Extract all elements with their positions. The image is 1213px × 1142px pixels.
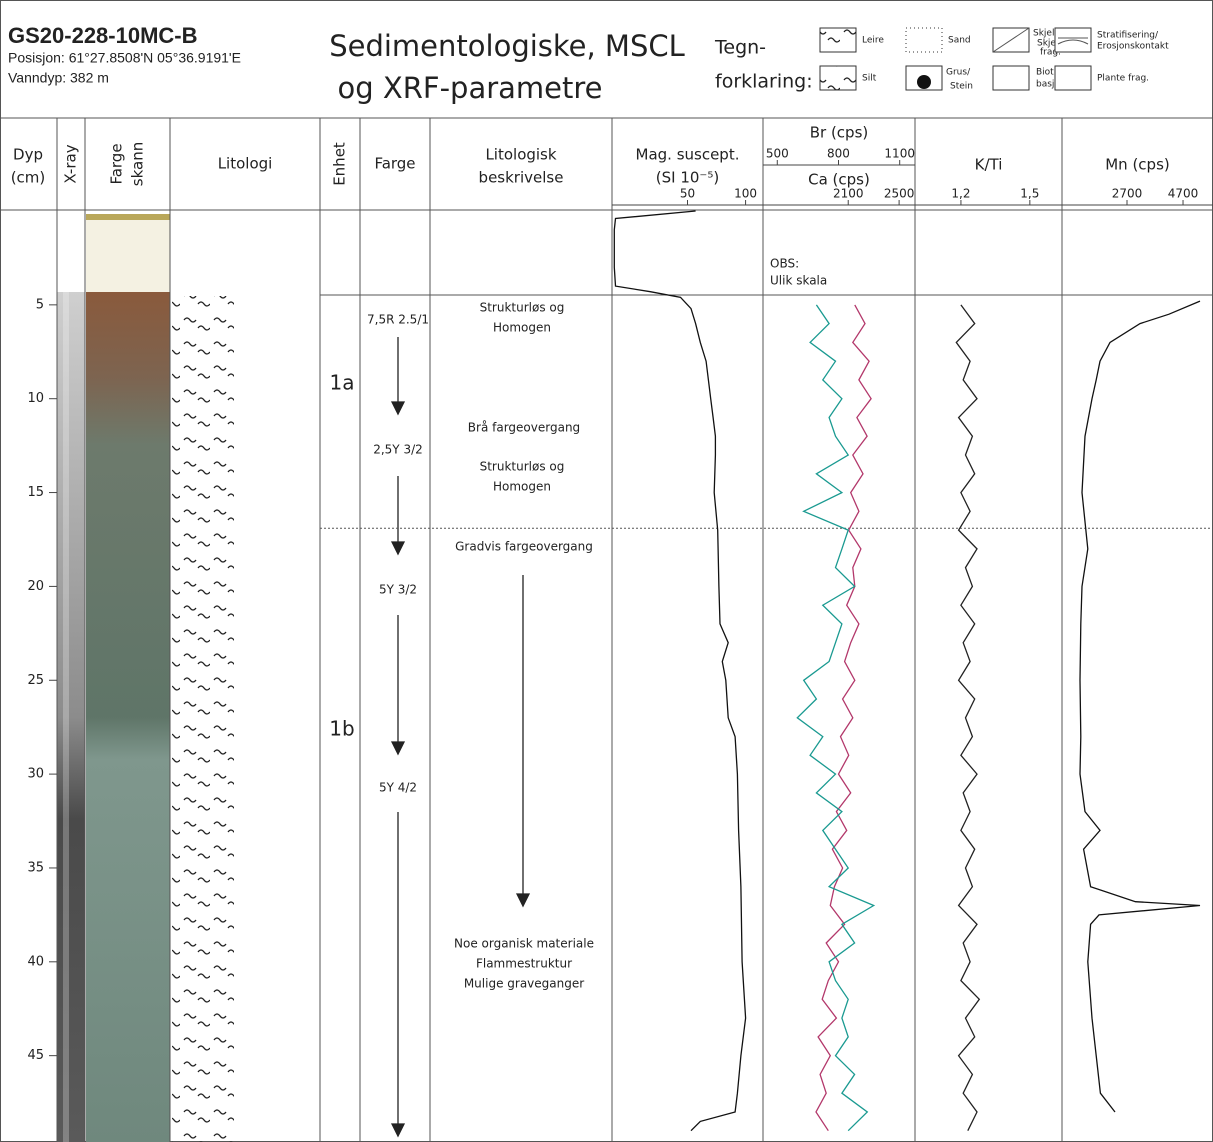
legend-label: Grus/	[946, 68, 971, 78]
legend-icon	[917, 75, 931, 89]
color-code: 5Y 4/2	[379, 781, 417, 795]
scan-image	[86, 214, 170, 220]
description: Homogen	[493, 480, 551, 494]
legend-label: Erosjonskontakt	[1097, 42, 1169, 52]
color-code: 2,5Y 3/2	[373, 443, 423, 457]
legend-label: Plante frag.	[1097, 74, 1149, 84]
col-header: Litologi	[218, 155, 273, 173]
description: Noe organisk materiale	[454, 937, 594, 951]
series-label: K/Ti	[975, 156, 1003, 174]
color-code: 5Y 3/2	[379, 583, 417, 597]
legend-label: Silt	[862, 74, 877, 84]
description: Brå fargeovergang	[468, 421, 580, 435]
y-tick-label: 10	[27, 391, 44, 406]
x-tick-label: 2500	[884, 187, 915, 201]
legend-label: Leire	[862, 36, 884, 46]
lithology-pattern	[172, 296, 234, 1142]
col-header: skann	[129, 142, 147, 186]
y-tick-label: 15	[27, 485, 44, 500]
core-id: GS20-228-10MC-B	[8, 23, 198, 48]
x-tick-label: 50	[680, 187, 695, 201]
series-unit: (SI 10⁻⁵)	[656, 169, 719, 187]
title: og XRF-parametre	[338, 71, 603, 105]
description: Strukturløs og	[480, 301, 565, 315]
x-tick-label: 500	[766, 147, 789, 161]
legend-label: Stratifisering/	[1097, 31, 1159, 41]
x-tick-label: 1,5	[1020, 187, 1039, 201]
unit-label: 1a	[330, 371, 355, 395]
note: Ulik skala	[770, 274, 827, 288]
y-tick-label: 45	[27, 1048, 44, 1063]
body: GS20-228-10MC-B Posisjon: 61°27.8508'N 0…	[0, 0, 1213, 1142]
description: Mulige graveganger	[464, 977, 584, 991]
y-tick-label: 5	[36, 297, 44, 312]
col-header: (cm)	[11, 169, 46, 187]
x-tick-label: 1100	[884, 147, 915, 161]
legend-title: Tegn-	[714, 37, 766, 59]
position: Posisjon: 61°27.8508'N 05°36.9191'E	[8, 50, 241, 66]
legend-label: Sand	[948, 36, 971, 46]
unit-label: 1b	[329, 717, 354, 741]
description: Strukturløs og	[480, 460, 565, 474]
scan-image	[86, 214, 170, 292]
legend-label: Stein	[950, 82, 973, 92]
series-label: Br (cps)	[810, 124, 869, 142]
water-depth: Vanndyp: 382 m	[8, 70, 109, 86]
col-header: Litologisk	[485, 146, 556, 164]
x-tick-label: 1,2	[951, 187, 970, 201]
y-tick-label: 20	[27, 579, 44, 594]
description: Gradvis fargeovergang	[455, 540, 593, 554]
y-tick-label: 40	[27, 954, 44, 969]
legend-icon	[993, 66, 1029, 90]
col-header: Farge	[374, 155, 415, 173]
col-header: X-ray	[62, 144, 80, 183]
page: {"header": {"core": "GS20-228-10MC-B", "…	[0, 0, 1213, 1142]
series-label: Mag. suscept.	[636, 146, 740, 164]
legend-title: forklaring:	[715, 71, 813, 93]
y-tick-label: 35	[27, 860, 44, 875]
x-tick-label: 2700	[1112, 187, 1143, 201]
y-tick-label: 25	[27, 673, 44, 688]
col-header: Farge	[108, 143, 126, 184]
x-tick-label: 2100	[833, 187, 864, 201]
x-tick-label: 100	[734, 187, 757, 201]
col-header: beskrivelse	[479, 169, 564, 187]
legend-icon	[820, 66, 856, 90]
col-header: Dyp	[13, 146, 43, 164]
chart: GS20-228-10MC-B Posisjon: 61°27.8508'N 0…	[0, 0, 1213, 1142]
description: Flammestruktur	[476, 957, 572, 971]
x-tick-label: 800	[827, 147, 850, 161]
y-tick-label: 30	[27, 767, 44, 782]
x-tick-label: 4700	[1168, 187, 1199, 201]
xray-image	[57, 292, 85, 1142]
description: Homogen	[493, 321, 551, 335]
series-label: Mn (cps)	[1105, 156, 1170, 174]
xray-image	[63, 292, 69, 1142]
legend-icon	[820, 28, 856, 52]
legend-icon	[906, 28, 942, 52]
title: Sedimentologiske, MSCL	[329, 29, 685, 63]
col-header: Enhet	[331, 142, 349, 186]
note: OBS:	[770, 257, 799, 271]
scan-image	[86, 292, 170, 1142]
color-code: 7,5R 2.5/1	[367, 313, 429, 327]
legend-icon	[1055, 66, 1091, 90]
